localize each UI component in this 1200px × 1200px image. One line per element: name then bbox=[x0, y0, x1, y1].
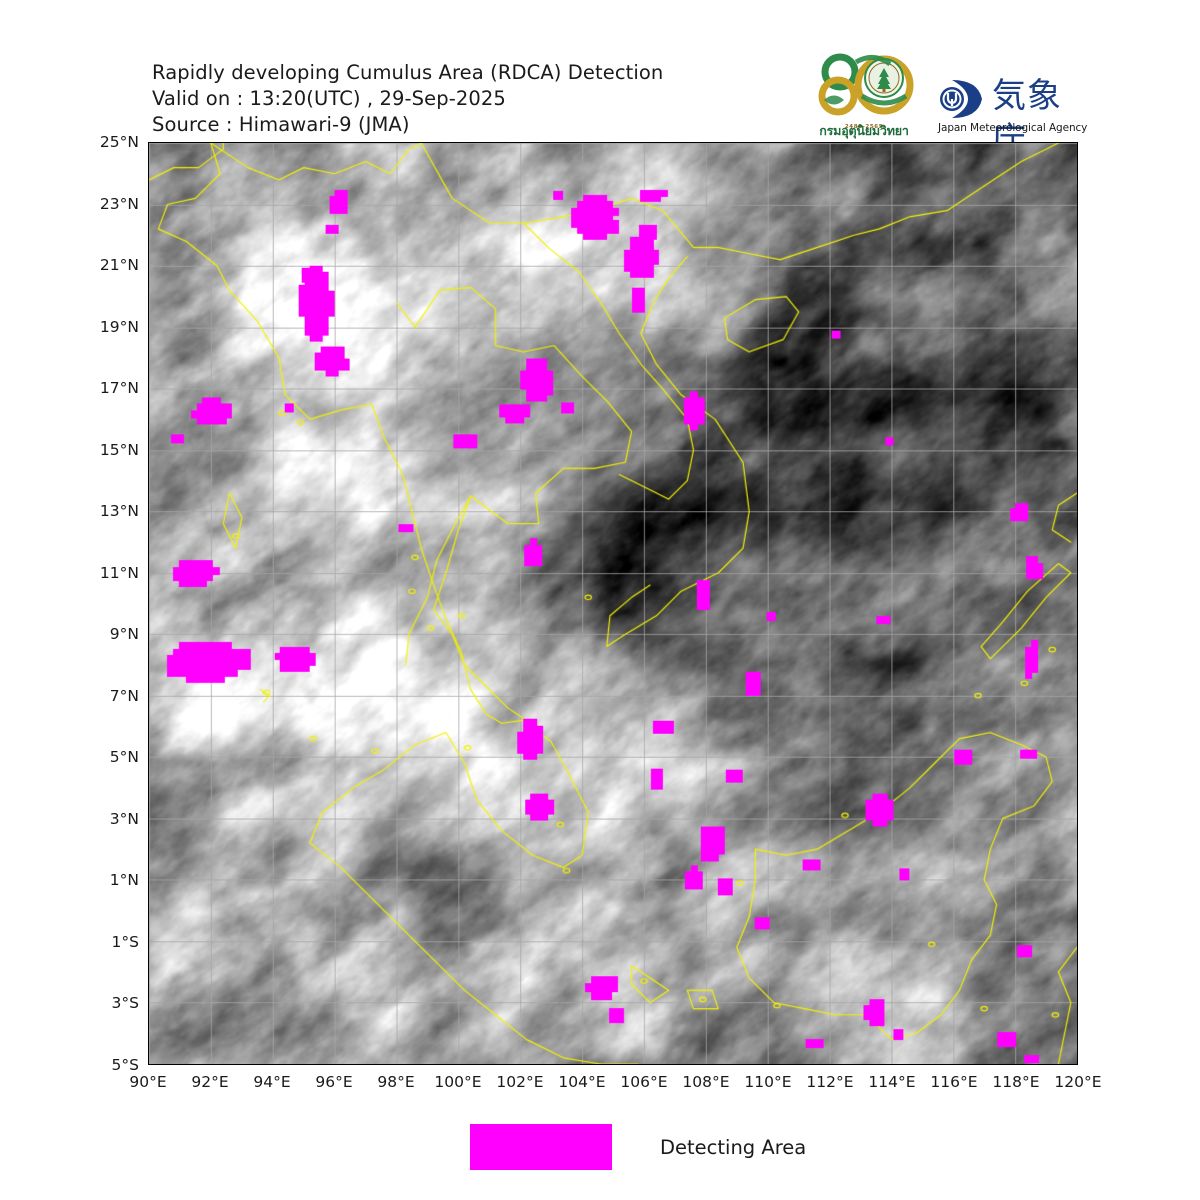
x-axis-tick-label: 112°E bbox=[806, 1073, 854, 1091]
x-axis-tick-label: 110°E bbox=[744, 1073, 792, 1091]
x-axis-tick-label: 120°E bbox=[1054, 1073, 1102, 1091]
x-axis-tick-label: 92°E bbox=[191, 1073, 229, 1091]
x-axis-tick-label: 116°E bbox=[930, 1073, 978, 1091]
y-axis-tick-label: 7°N bbox=[109, 686, 139, 705]
y-axis-tick-label: 17°N bbox=[99, 379, 139, 398]
x-tick bbox=[459, 1064, 460, 1065]
x-tick bbox=[521, 1064, 522, 1065]
japan-meteorological-agency-logo: 気象庁 Japan Meteorological Agency bbox=[938, 74, 1090, 160]
y-axis-tick-label: 25°N bbox=[99, 133, 139, 151]
jma-english-wordmark: Japan Meteorological Agency bbox=[938, 122, 1088, 134]
x-axis-tick-label: 100°E bbox=[434, 1073, 482, 1091]
jma-emblem-icon bbox=[938, 78, 986, 120]
y-axis-tick-label: 3°N bbox=[109, 809, 139, 828]
x-tick bbox=[769, 1064, 770, 1065]
x-tick bbox=[583, 1064, 584, 1065]
legend-label-detecting-area: Detecting Area bbox=[660, 1135, 807, 1159]
y-axis-tick-label: 15°N bbox=[99, 440, 139, 459]
legend: Detecting Area bbox=[470, 1124, 806, 1170]
x-tick bbox=[707, 1064, 708, 1065]
tmd-80-numeral-icon bbox=[804, 52, 924, 118]
x-axis-tick-label: 104°E bbox=[558, 1073, 606, 1091]
x-axis-tick-label: 108°E bbox=[682, 1073, 730, 1091]
x-axis-tick-label: 118°E bbox=[992, 1073, 1040, 1091]
y-axis-tick-label: 1°N bbox=[109, 871, 139, 890]
legend-swatch-detecting-area bbox=[470, 1124, 612, 1170]
x-axis-tick-label: 98°E bbox=[377, 1073, 415, 1091]
tmd-year-range: 2485-2565 bbox=[844, 124, 884, 130]
y-axis-tick-label: 9°N bbox=[109, 625, 139, 644]
x-tick bbox=[645, 1064, 646, 1065]
x-axis-tick-label: 90°E bbox=[129, 1073, 167, 1091]
x-axis-tick-label: 114°E bbox=[868, 1073, 916, 1091]
title-line-product: Rapidly developing Cumulus Area (RDCA) D… bbox=[152, 61, 664, 84]
x-axis-tick-label: 94°E bbox=[253, 1073, 291, 1091]
page-title: Rapidly developing Cumulus Area (RDCA) D… bbox=[152, 60, 663, 138]
x-axis-tick-label: 106°E bbox=[620, 1073, 668, 1091]
y-axis-tick-label: 3°S bbox=[111, 994, 139, 1013]
logo-group: 2485-2565 กรมอุตุนิยมวิทยา TMD 80ᵗʰ Anni… bbox=[804, 52, 1090, 160]
x-tick bbox=[397, 1064, 398, 1065]
x-tick bbox=[893, 1064, 894, 1065]
y-axis-tick-label: 23°N bbox=[99, 194, 139, 213]
x-tick bbox=[335, 1064, 336, 1065]
x-tick bbox=[955, 1064, 956, 1065]
y-axis-tick-label: 1°S bbox=[111, 932, 139, 951]
y-axis-tick-label: 21°N bbox=[99, 256, 139, 275]
x-tick bbox=[149, 1064, 150, 1065]
x-axis-tick-label: 96°E bbox=[315, 1073, 353, 1091]
tmd-thai-name: กรมอุตุนิยมวิทยา bbox=[819, 123, 909, 138]
x-tick bbox=[1017, 1064, 1018, 1065]
tmd-80th-anniversary-logo: 2485-2565 กรมอุตุนิยมวิทยา TMD 80ᵗʰ Anni… bbox=[804, 52, 924, 149]
y-axis-tick-label: 19°N bbox=[99, 317, 139, 336]
y-axis-tick-label: 11°N bbox=[99, 563, 139, 582]
y-axis-tick-label: 13°N bbox=[99, 502, 139, 521]
y-axis-tick-label: 5°S bbox=[111, 1056, 139, 1074]
y-axis-tick-label: 5°N bbox=[109, 748, 139, 767]
satellite-map-plot bbox=[148, 142, 1078, 1065]
x-tick bbox=[211, 1064, 212, 1065]
x-tick bbox=[273, 1064, 274, 1065]
himawari-ir-satellite-image bbox=[149, 143, 1077, 1064]
header: Rapidly developing Cumulus Area (RDCA) D… bbox=[152, 53, 1092, 160]
x-tick bbox=[831, 1064, 832, 1065]
jma-emblem-svg-icon bbox=[940, 80, 982, 118]
title-line-validtime: Valid on : 13:20(UTC) , 29-Sep-2025 bbox=[152, 87, 506, 110]
tmd-80-svg-icon bbox=[818, 53, 914, 116]
x-axis-tick-label: 102°E bbox=[496, 1073, 544, 1091]
title-line-source: Source : Himawari-9 (JMA) bbox=[152, 113, 410, 136]
